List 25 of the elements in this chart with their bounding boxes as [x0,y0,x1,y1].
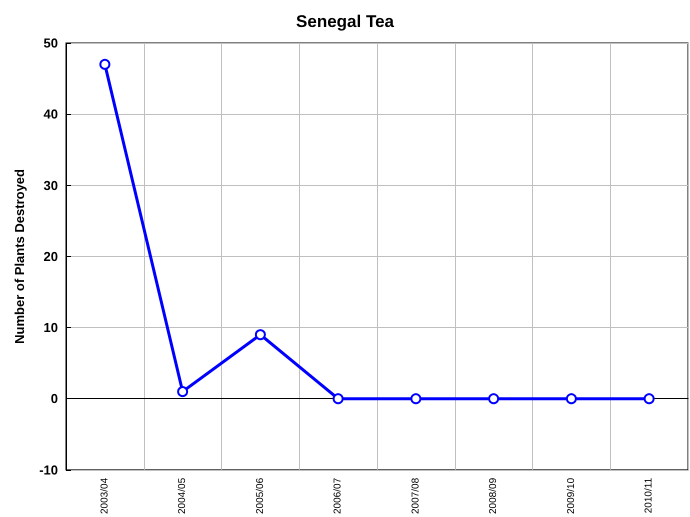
x-tick-label: 2010/11 [644,477,655,514]
y-tick-label: 30 [44,178,58,193]
x-tick-label: 2009/10 [566,477,577,514]
point [254,329,266,340]
x-tick-label: 2007/08 [410,477,422,514]
x-tick-label: 2006/07 [332,477,344,514]
chart-title: Senegal Tea [296,12,395,31]
point [99,58,110,70]
y-tick-label: 50 [44,36,58,50]
point [177,386,188,398]
point [332,393,344,404]
point [566,393,577,404]
y-tick-label: 20 [44,248,58,264]
x-tick-label: 2005/06 [254,477,266,514]
point [644,393,655,404]
x-tick-label: 2008/09 [488,477,500,514]
y-tick-label: 40 [44,106,58,122]
point [410,393,422,404]
x-tick-label: 2004/05 [177,477,188,514]
point [488,393,500,404]
y-axis-title: Number of Plants Destroyed [12,168,27,344]
y-tick-label: 10 [44,320,58,336]
x-tick-label: 2003/04 [99,477,110,514]
y-tick-label: -10 [39,462,58,478]
y-tick-label: 0 [50,391,58,406]
